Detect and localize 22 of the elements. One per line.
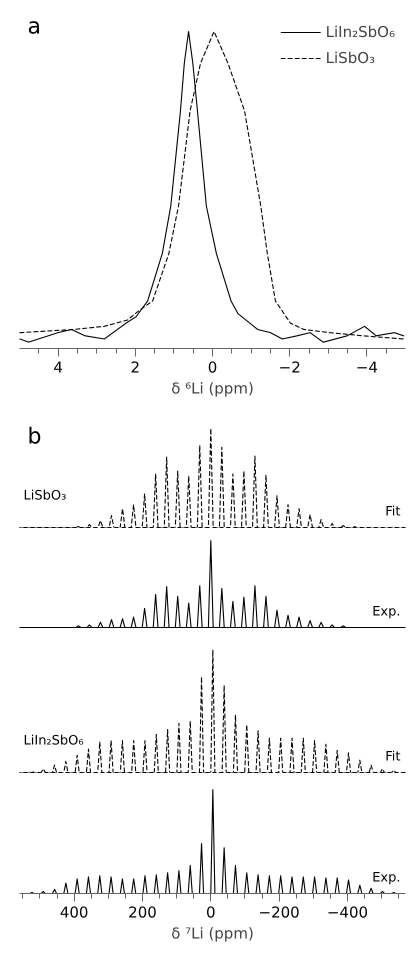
x-tick-label: −4 [356, 358, 378, 376]
annotation: Fit [385, 504, 401, 520]
x-tick-label: 200 [128, 904, 157, 922]
x-tick-label: 0 [208, 358, 218, 376]
annotation: LiIn₂SbO₆ [24, 734, 84, 748]
legend-label: LiIn₂SbO₆ [326, 23, 395, 41]
legend-label: LiSbO₃ [326, 49, 376, 67]
x-tick-label: 0 [206, 904, 216, 922]
x-axis-title: δ ⁶Li (ppm) [171, 380, 254, 398]
x-tick-label: −200 [258, 904, 300, 922]
x-tick-label: −400 [326, 904, 368, 922]
annotation: Exp. [372, 604, 401, 620]
x-tick-label: −2 [278, 358, 301, 376]
annotation: LiSbO₃ [24, 488, 66, 504]
x-tick-label: 400 [60, 904, 88, 922]
x-tick-label: 4 [53, 358, 63, 376]
annotation: b [28, 424, 42, 450]
annotation: a [28, 14, 41, 40]
x-axis-title: δ ⁷Li (ppm) [171, 924, 254, 942]
annotation: Exp. [372, 870, 401, 886]
x-tick-label: 2 [130, 358, 140, 376]
annotation: Fit [385, 750, 401, 764]
